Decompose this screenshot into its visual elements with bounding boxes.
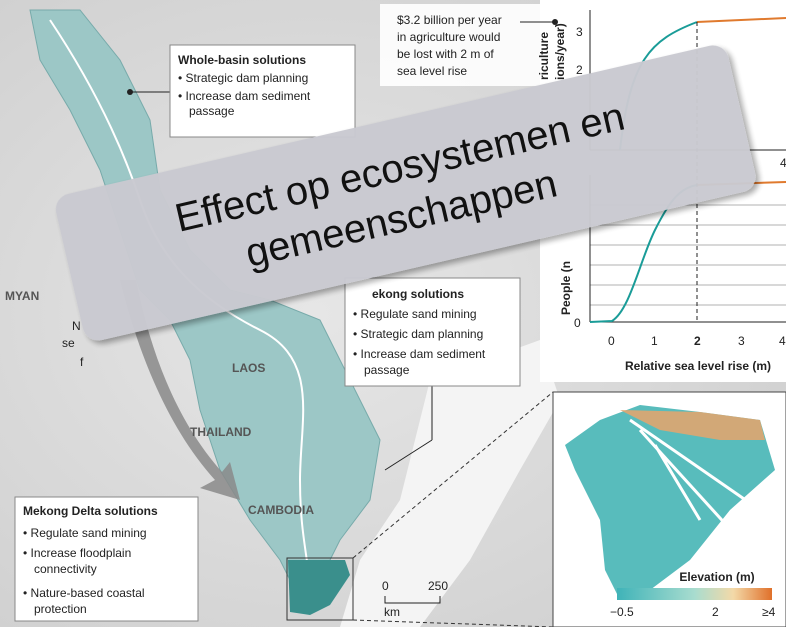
map-note: se xyxy=(62,336,75,350)
legend-tick: 2 xyxy=(712,605,719,619)
box-item: • Increase dam sediment xyxy=(353,347,486,361)
map-label: MYAN xyxy=(5,289,39,303)
box-title: ekong solutions xyxy=(372,287,464,301)
map-note: N xyxy=(72,319,81,333)
scale-label: 250 xyxy=(428,579,448,593)
box-item: passage xyxy=(364,363,410,377)
box-item: • Strategic dam planning xyxy=(353,327,483,341)
box-item: connectivity xyxy=(34,562,97,576)
box-item: passage xyxy=(189,104,235,118)
color-bar xyxy=(617,588,772,600)
scale-label: 0 xyxy=(382,579,389,593)
leader-dot xyxy=(127,89,133,95)
box-item: • Regulate sand mining xyxy=(23,526,147,540)
x-tick-label: 4 xyxy=(780,156,786,170)
map-label: LAOS xyxy=(232,361,265,375)
map-label: THAILAND xyxy=(190,425,252,439)
y-tick-label: 3 xyxy=(576,25,583,39)
legend-tick: −0.5 xyxy=(610,605,634,619)
box-title: Whole-basin solutions xyxy=(178,53,306,67)
scale-unit: km xyxy=(384,605,400,619)
x-tick-label: 1 xyxy=(651,334,658,348)
y-axis-label: riculture xyxy=(537,32,551,80)
y-tick-label: 2 xyxy=(576,63,583,77)
box-item: • Nature-based coastal xyxy=(23,586,145,600)
y-axis-label: ions/year) xyxy=(553,23,567,80)
x-tick-label: 2 xyxy=(694,334,701,348)
slide: MYAN LAOS THAILAND CAMBODIA N se f Whole… xyxy=(0,0,786,627)
x-tick-label: 0 xyxy=(608,334,615,348)
legend-title: Elevation (m) xyxy=(679,570,754,584)
annotation: in agriculture would xyxy=(397,30,500,44)
box-item: • Increase dam sediment xyxy=(178,89,311,103)
box-item: protection xyxy=(34,602,87,616)
annotation: be lost with 2 m of xyxy=(397,47,494,61)
map-label: CAMBODIA xyxy=(248,503,314,517)
box-title: Mekong Delta solutions xyxy=(23,504,158,518)
y-axis-label: People (n xyxy=(559,261,573,315)
box-item: • Regulate sand mining xyxy=(353,307,477,321)
x-tick-label: 3 xyxy=(738,334,745,348)
x-tick-label: 4 xyxy=(779,334,786,348)
annotation: sea level rise xyxy=(397,64,467,78)
annotation: $3.2 billion per year xyxy=(397,13,502,27)
y-tick-label: 0 xyxy=(574,316,581,330)
legend-tick: ≥4 xyxy=(762,605,776,619)
box-item: • Strategic dam planning xyxy=(178,71,308,85)
box-item: • Increase floodplain xyxy=(23,546,131,560)
x-axis-label: Relative sea level rise (m) xyxy=(625,359,771,373)
